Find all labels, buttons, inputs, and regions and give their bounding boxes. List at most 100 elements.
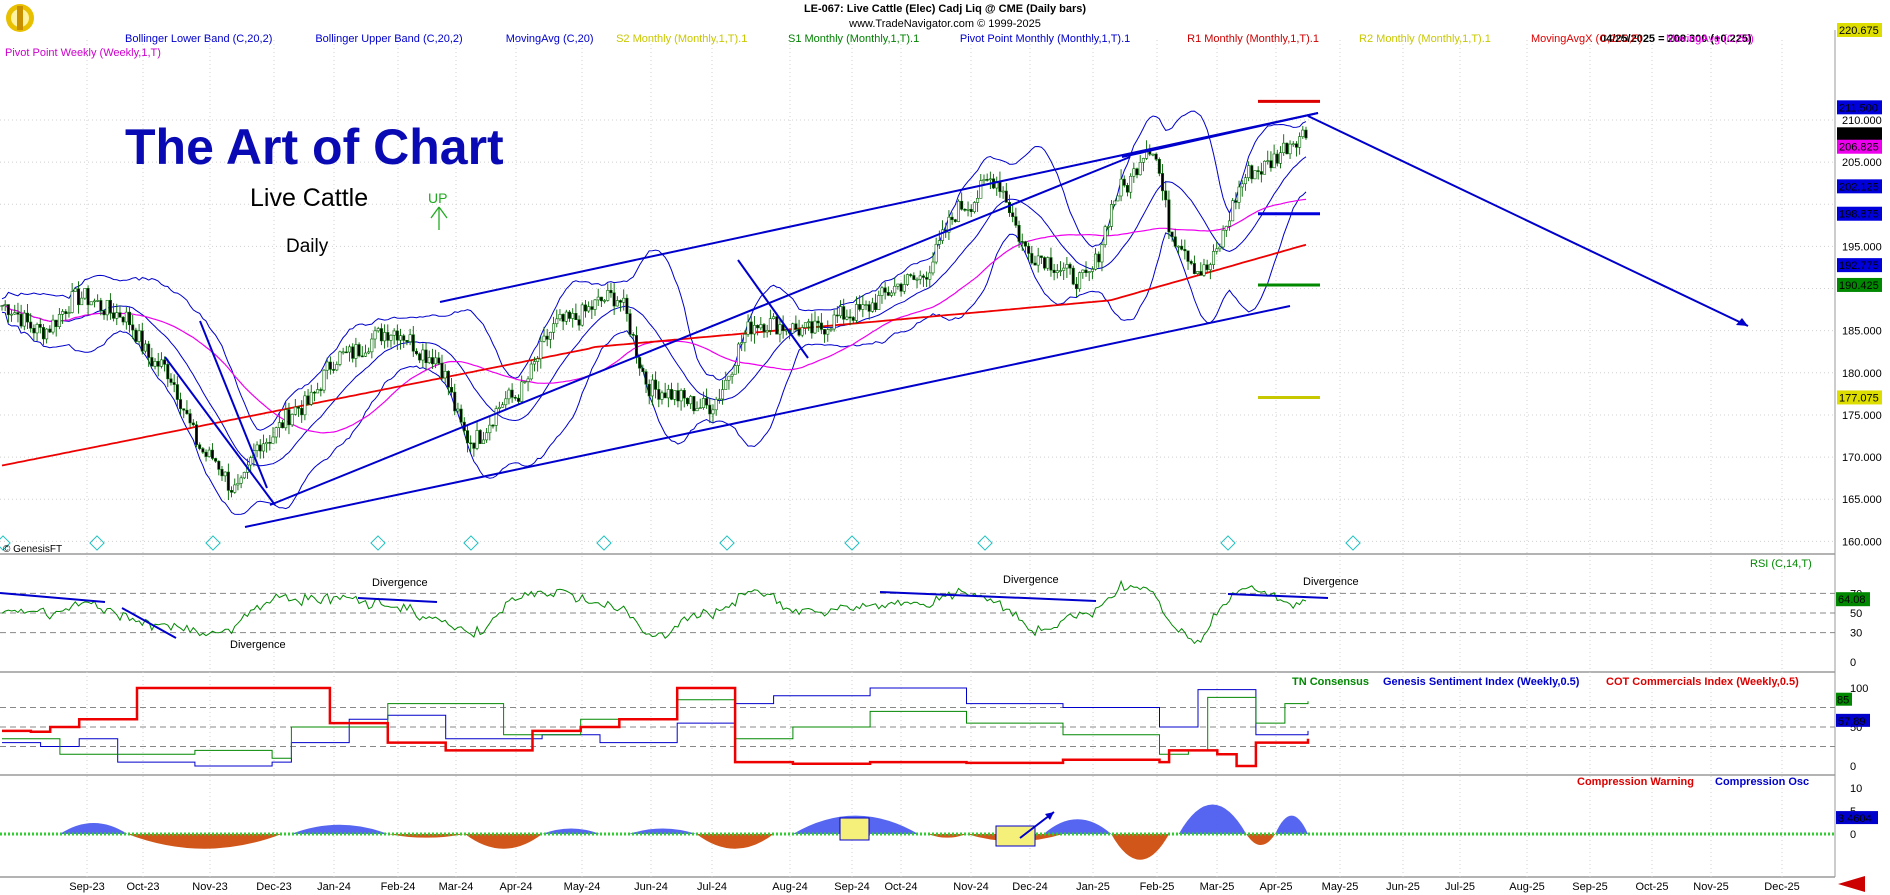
event-marker-icon[interactable] bbox=[1345, 535, 1361, 551]
candle-body bbox=[775, 316, 779, 335]
event-marker-icon[interactable] bbox=[1220, 535, 1236, 551]
app-logo-icon[interactable] bbox=[6, 4, 34, 32]
candle-body bbox=[596, 296, 600, 301]
legend-item[interactable]: Bollinger Upper Band (C,20,2) bbox=[315, 33, 462, 45]
x-tick-label: Nov-25 bbox=[1693, 881, 1728, 893]
candle-body bbox=[1023, 241, 1027, 247]
candle-body bbox=[963, 209, 967, 211]
legend-item[interactable]: MovingAvg (C,20) bbox=[506, 33, 594, 45]
candle-body bbox=[312, 391, 316, 394]
price-label-box bbox=[1837, 23, 1882, 37]
trendline bbox=[1121, 112, 1319, 158]
x-tick-label: Oct-24 bbox=[884, 881, 917, 893]
sentiment-panel[interactable]: TN Consensus Genesis Sentiment Index (Wee… bbox=[2, 676, 1870, 773]
candle-body bbox=[207, 449, 211, 457]
candle-body bbox=[223, 471, 227, 477]
candle-body bbox=[1237, 186, 1241, 203]
price-label-box bbox=[1837, 390, 1882, 405]
candle-body bbox=[762, 324, 766, 333]
scroll-left-button[interactable] bbox=[1838, 876, 1865, 892]
legend-item[interactable]: MovingAvgX (C,200,F) bbox=[1531, 33, 1642, 45]
x-tick-label: Apr-24 bbox=[499, 881, 532, 893]
compression-legend-item[interactable]: Compression Osc bbox=[1715, 776, 1809, 788]
candle-body bbox=[290, 413, 294, 426]
sentiment-legend-item[interactable]: TN Consensus bbox=[1292, 676, 1369, 688]
candle-body bbox=[26, 312, 30, 323]
price-label-box bbox=[1837, 277, 1882, 292]
event-marker-icon[interactable] bbox=[844, 535, 860, 551]
candle-body bbox=[807, 321, 811, 323]
candle-body bbox=[446, 370, 450, 388]
y-tick-label: 185.000 bbox=[1842, 326, 1882, 338]
candle-body bbox=[1167, 199, 1171, 233]
x-tick-label: Nov-24 bbox=[953, 881, 988, 893]
legend-item[interactable]: R1 Monthly (Monthly,1,T).1 bbox=[1187, 33, 1319, 45]
compression-osc-area bbox=[1275, 815, 1308, 834]
event-marker-icon[interactable] bbox=[977, 535, 993, 551]
candle-body bbox=[45, 328, 49, 340]
quote-readout: 04/25/2025 = 208.300 (+0.225) bbox=[1600, 33, 1752, 45]
legend-item[interactable]: Bollinger Lower Band (C,20,2) bbox=[125, 33, 272, 45]
candle-body bbox=[1192, 263, 1196, 274]
event-marker-icon[interactable] bbox=[205, 535, 221, 551]
candle-body bbox=[284, 409, 288, 429]
candle-body bbox=[166, 364, 170, 380]
sentiment-legend-item[interactable]: Genesis Sentiment Index (Weekly,0.5) bbox=[1383, 676, 1580, 688]
candle-body bbox=[383, 332, 387, 342]
candle-body bbox=[1164, 190, 1168, 201]
compression-legend-item[interactable]: Compression Warning bbox=[1577, 776, 1694, 788]
candle-body bbox=[89, 301, 93, 306]
event-marker-icon[interactable] bbox=[370, 535, 386, 551]
legend-item[interactable]: S1 Monthly (Monthly,1,T).1 bbox=[788, 33, 919, 45]
legend-item[interactable]: S2 Monthly (Monthly,1,T).1 bbox=[616, 33, 747, 45]
compression-tick-label: 10 bbox=[1850, 783, 1862, 795]
candle-body bbox=[1183, 249, 1187, 252]
candle-body bbox=[1263, 160, 1267, 175]
candle-body bbox=[1151, 153, 1155, 156]
event-marker-icon[interactable] bbox=[463, 535, 479, 551]
candle-body bbox=[1125, 185, 1129, 193]
trendline bbox=[269, 156, 1131, 506]
candle-body bbox=[1036, 255, 1040, 266]
candle-body bbox=[749, 321, 753, 335]
candle-body bbox=[182, 408, 186, 411]
x-tick-label: Jun-25 bbox=[1386, 881, 1420, 893]
candle-body bbox=[54, 319, 58, 327]
rsi-panel[interactable]: RSI (C,14,T)030507064.08DivergenceDiverg… bbox=[0, 558, 1870, 669]
candle-body bbox=[249, 457, 253, 466]
candle-body bbox=[1039, 255, 1043, 258]
candle-body bbox=[469, 442, 473, 445]
candle-body bbox=[1078, 272, 1082, 290]
event-marker-icon[interactable] bbox=[719, 535, 735, 551]
price-label-box bbox=[1837, 139, 1882, 154]
candle-body bbox=[504, 398, 508, 406]
sentiment-legend-item[interactable]: COT Commercials Index (Weekly,0.5) bbox=[1606, 676, 1799, 688]
candle-body bbox=[379, 328, 383, 342]
event-marker-icon[interactable] bbox=[89, 535, 105, 551]
candle-body bbox=[1113, 200, 1117, 205]
x-tick-label: Aug-24 bbox=[772, 881, 807, 893]
candle-body bbox=[1231, 200, 1235, 222]
legend-item[interactable]: R2 Monthly (Monthly,1,T).1 bbox=[1359, 33, 1491, 45]
candle-body bbox=[402, 335, 406, 341]
candle-body bbox=[1157, 159, 1161, 174]
candle-body bbox=[430, 357, 434, 365]
event-marker-icon[interactable] bbox=[596, 535, 612, 551]
legend-item[interactable]: Pivot Point Monthly (Monthly,1,T).1 bbox=[960, 33, 1130, 45]
candle-body bbox=[982, 179, 986, 182]
candle-body bbox=[606, 290, 610, 301]
candle-body bbox=[810, 321, 814, 334]
compression-osc-area bbox=[542, 828, 601, 834]
x-tick-label: Oct-25 bbox=[1635, 881, 1668, 893]
candle-body bbox=[360, 355, 364, 358]
legend-item[interactable]: MovingAvg (C,50) bbox=[1666, 33, 1754, 45]
event-marker-icon[interactable] bbox=[0, 535, 11, 551]
candle-body bbox=[1081, 269, 1085, 273]
candle-body bbox=[367, 351, 371, 354]
candle-body bbox=[1154, 153, 1158, 160]
tn-consensus-line bbox=[2, 696, 1309, 759]
candle-body bbox=[1278, 152, 1282, 164]
